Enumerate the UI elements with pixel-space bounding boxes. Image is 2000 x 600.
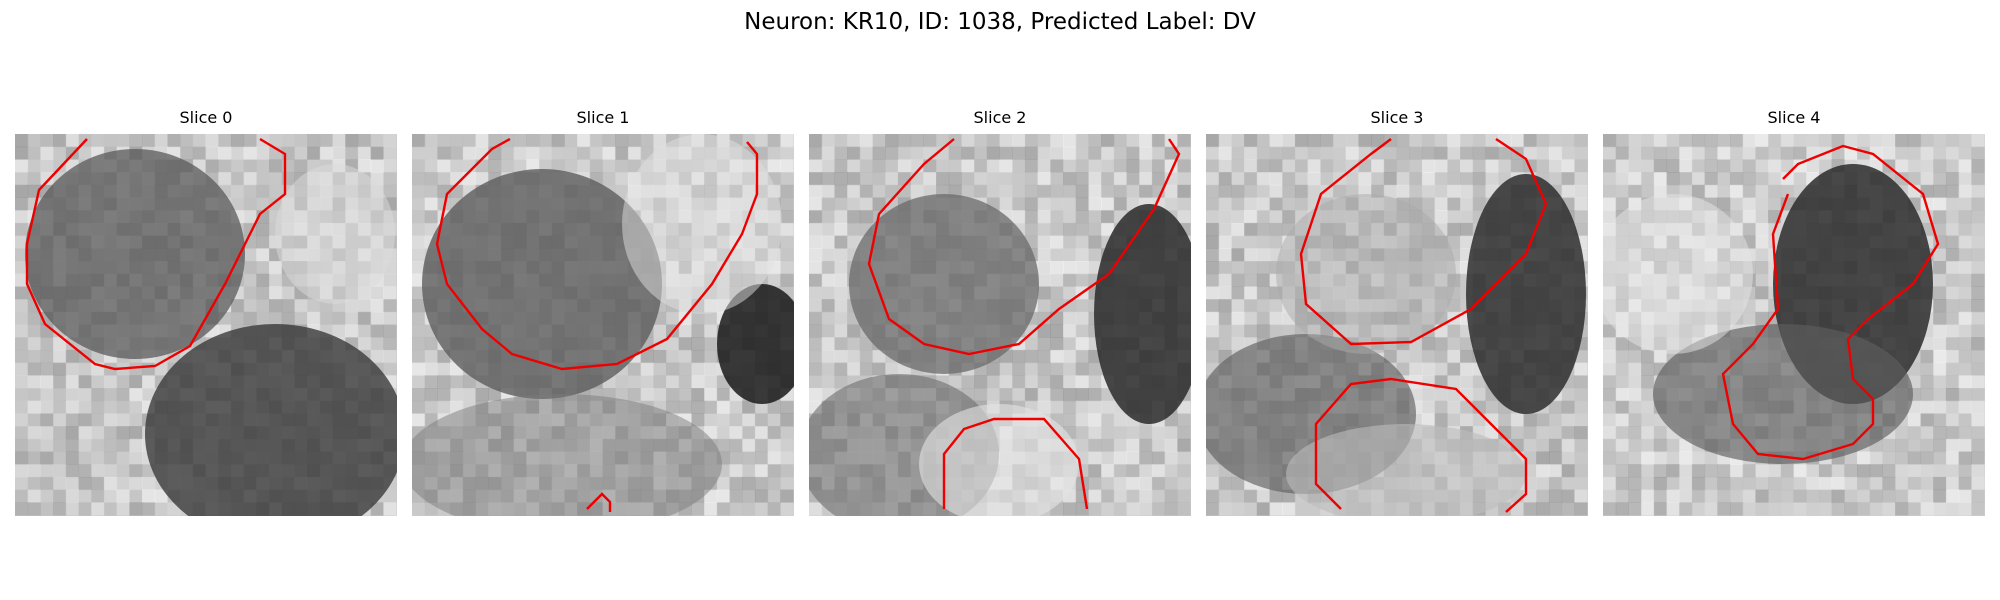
slice-image-2 <box>809 134 1191 516</box>
contour-3a <box>1299 138 1548 346</box>
slice-title-4: Slice 4 <box>1767 108 1821 127</box>
slice-image-4 <box>1603 134 1985 516</box>
slice-title-1: Slice 1 <box>576 108 630 127</box>
contour-2b <box>942 417 1089 510</box>
slice-title-2: Slice 2 <box>973 108 1027 127</box>
slice-image-1 <box>412 134 794 516</box>
slice-title-0: Slice 0 <box>179 108 233 127</box>
contour-3b <box>1314 377 1528 513</box>
slice-image-0 <box>15 134 397 516</box>
slice-title-3: Slice 3 <box>1370 108 1424 127</box>
contour-2a <box>867 138 1181 356</box>
slice-image-3 <box>1206 134 1588 516</box>
contour-4a <box>1721 144 1940 461</box>
contour-1a <box>435 137 759 371</box>
contour-0a <box>25 137 287 371</box>
contour-1b <box>586 492 612 512</box>
figure-title: Neuron: KR10, ID: 1038, Predicted Label:… <box>744 9 1256 35</box>
